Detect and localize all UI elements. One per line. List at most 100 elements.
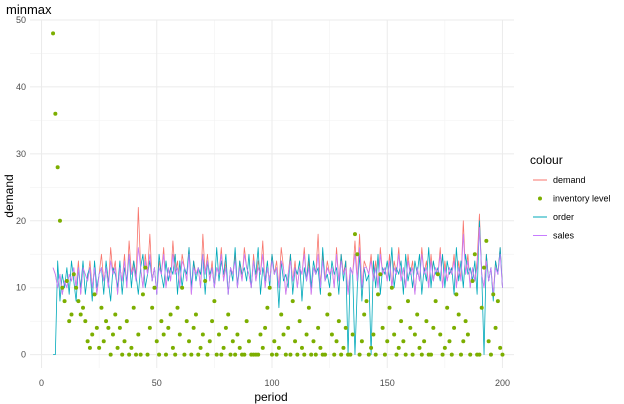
x-tick-label: 50: [152, 378, 162, 388]
y-tick-label: 50: [16, 15, 26, 25]
inventory-level-point: [92, 292, 97, 297]
inventory-level-point: [212, 299, 217, 304]
inventory-level-point: [419, 352, 424, 357]
inventory-level-point: [184, 319, 189, 324]
inventory-level-point: [491, 292, 496, 297]
inventory-level-point: [214, 352, 219, 357]
inventory-level-point: [364, 299, 369, 304]
inventory-level-point: [219, 352, 224, 357]
x-axis-title: period: [254, 390, 287, 404]
inventory-level-point: [295, 352, 300, 357]
inventory-level-point: [99, 305, 104, 310]
legend-label-inventory-level: inventory level: [553, 194, 611, 204]
inventory-level-point: [161, 332, 166, 337]
inventory-level-point: [376, 292, 381, 297]
inventory-level-point: [468, 352, 473, 357]
inventory-level-point: [336, 319, 341, 324]
inventory-level-point: [493, 325, 498, 330]
inventory-level-point: [115, 345, 120, 350]
inventory-level-point: [389, 285, 394, 290]
inventory-level-point: [355, 252, 360, 257]
inventory-level-point: [325, 312, 330, 317]
inventory-level-point: [53, 111, 58, 116]
inventory-level-point: [85, 339, 90, 344]
inventory-level-point: [150, 305, 155, 310]
inventory-level-point: [371, 332, 376, 337]
inventory-level-point: [274, 352, 279, 357]
inventory-level-point: [237, 345, 242, 350]
inventory-level-point: [265, 305, 270, 310]
inventory-level-point: [495, 299, 500, 304]
inventory-level-point: [64, 279, 69, 283]
inventory-level-point: [117, 325, 122, 330]
inventory-level-point: [293, 339, 298, 344]
inventory-level-point: [339, 352, 344, 357]
inventory-level-point: [216, 332, 221, 337]
inventory-level-point: [57, 218, 62, 223]
legend-label-sales: sales: [553, 231, 575, 241]
inventory-level-point: [283, 352, 288, 357]
inventory-level-point: [341, 345, 346, 350]
inventory-level-point: [113, 312, 118, 317]
inventory-level-point: [145, 352, 150, 357]
legend-title: colour: [530, 153, 563, 167]
inventory-level-point: [348, 352, 353, 357]
x-tick-label: 0: [39, 378, 44, 388]
inventory-level-point: [373, 352, 378, 357]
inventory-level-point: [385, 339, 390, 344]
inventory-level-point: [129, 345, 134, 350]
inventory-level-point: [323, 352, 328, 357]
inventory-level-point: [140, 292, 145, 297]
inventory-level-point: [382, 352, 387, 357]
inventory-level-point: [463, 319, 468, 324]
inventory-level-point: [94, 325, 99, 330]
inventory-level-point: [177, 332, 182, 337]
inventory-level-point: [246, 339, 251, 344]
inventory-level-point: [445, 305, 450, 310]
inventory-level-point: [309, 352, 314, 357]
inventory-level-point: [110, 332, 115, 337]
inventory-level-point: [159, 319, 164, 324]
inventory-level-point: [60, 285, 65, 290]
inventory-level-point: [498, 345, 503, 350]
inventory-level-point: [281, 332, 286, 337]
inventory-level-point: [106, 325, 111, 330]
legend-label-demand: demand: [553, 175, 586, 185]
inventory-level-point: [332, 352, 337, 357]
inventory-level-point: [187, 339, 192, 344]
inventory-level-point: [163, 352, 168, 357]
y-tick-label: 0: [21, 350, 26, 360]
inventory-level-point: [311, 339, 316, 344]
inventory-level-point: [343, 325, 348, 330]
inventory-level-point: [267, 285, 272, 290]
inventory-level-point: [401, 339, 406, 344]
inventory-level-point: [449, 352, 454, 357]
inventory-level-point: [154, 339, 159, 344]
inventory-level-point: [131, 305, 136, 310]
sales-line: [52, 227, 503, 295]
inventory-level-point: [482, 265, 487, 270]
inventory-level-point: [226, 312, 231, 317]
inventory-level-point: [157, 352, 162, 357]
legend-label-order: order: [553, 212, 574, 222]
inventory-level-point: [235, 332, 240, 337]
inventory-level-point: [143, 265, 148, 270]
inventory-level-point: [318, 345, 323, 350]
inventory-level-point: [170, 345, 175, 350]
inventory-level-point: [87, 345, 92, 350]
inventory-level-point: [472, 252, 477, 257]
inventory-level-point: [127, 352, 132, 357]
inventory-level-point: [412, 332, 417, 337]
inventory-level-point: [175, 305, 180, 310]
inventory-level-point: [242, 352, 247, 357]
inventory-level-point: [83, 319, 88, 324]
inventory-level-point: [290, 299, 295, 304]
inventory-level-point: [447, 339, 452, 344]
inventory-level-point: [454, 292, 459, 297]
inventory-level-point: [260, 345, 265, 350]
inventory-level-point: [327, 292, 332, 297]
inventory-level-point: [78, 312, 83, 317]
